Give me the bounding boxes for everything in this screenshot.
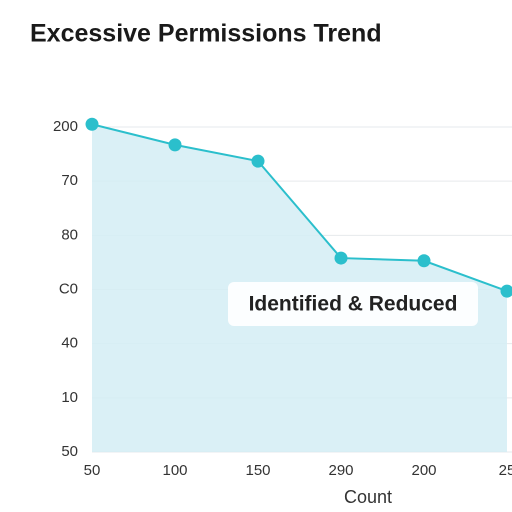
point (417, 254, 431, 268)
point (500, 284, 512, 298)
x-tick-label: 150 (245, 462, 270, 479)
y-tick-label: 80 (61, 226, 78, 243)
x-tick-label: 25 (499, 462, 512, 479)
x-tick-label: 290 (328, 462, 353, 479)
y-tick-label: C0 (59, 280, 78, 297)
point (251, 154, 265, 168)
annotation-text: Identified & Reduced (249, 293, 458, 316)
y-tick-label: 70 (61, 172, 78, 189)
annotation-box (228, 282, 478, 326)
point (168, 138, 182, 152)
y-tick-label: 200 (53, 118, 78, 135)
y-tick-label: 40 (61, 335, 78, 352)
point (85, 117, 99, 131)
point (334, 251, 348, 265)
x-tick-label: 200 (411, 462, 436, 479)
x-tick-label: 50 (84, 462, 101, 479)
annotation: Identified & Reduced (228, 282, 478, 326)
y-tick-label: 10 (61, 389, 78, 406)
x-tick-label: 100 (162, 462, 187, 479)
line (91, 123, 508, 293)
y-tick-label: 50 (61, 443, 78, 460)
chart-title: Excessive Permissions Trend (30, 20, 382, 48)
x-axis-label: Count (344, 487, 392, 507)
